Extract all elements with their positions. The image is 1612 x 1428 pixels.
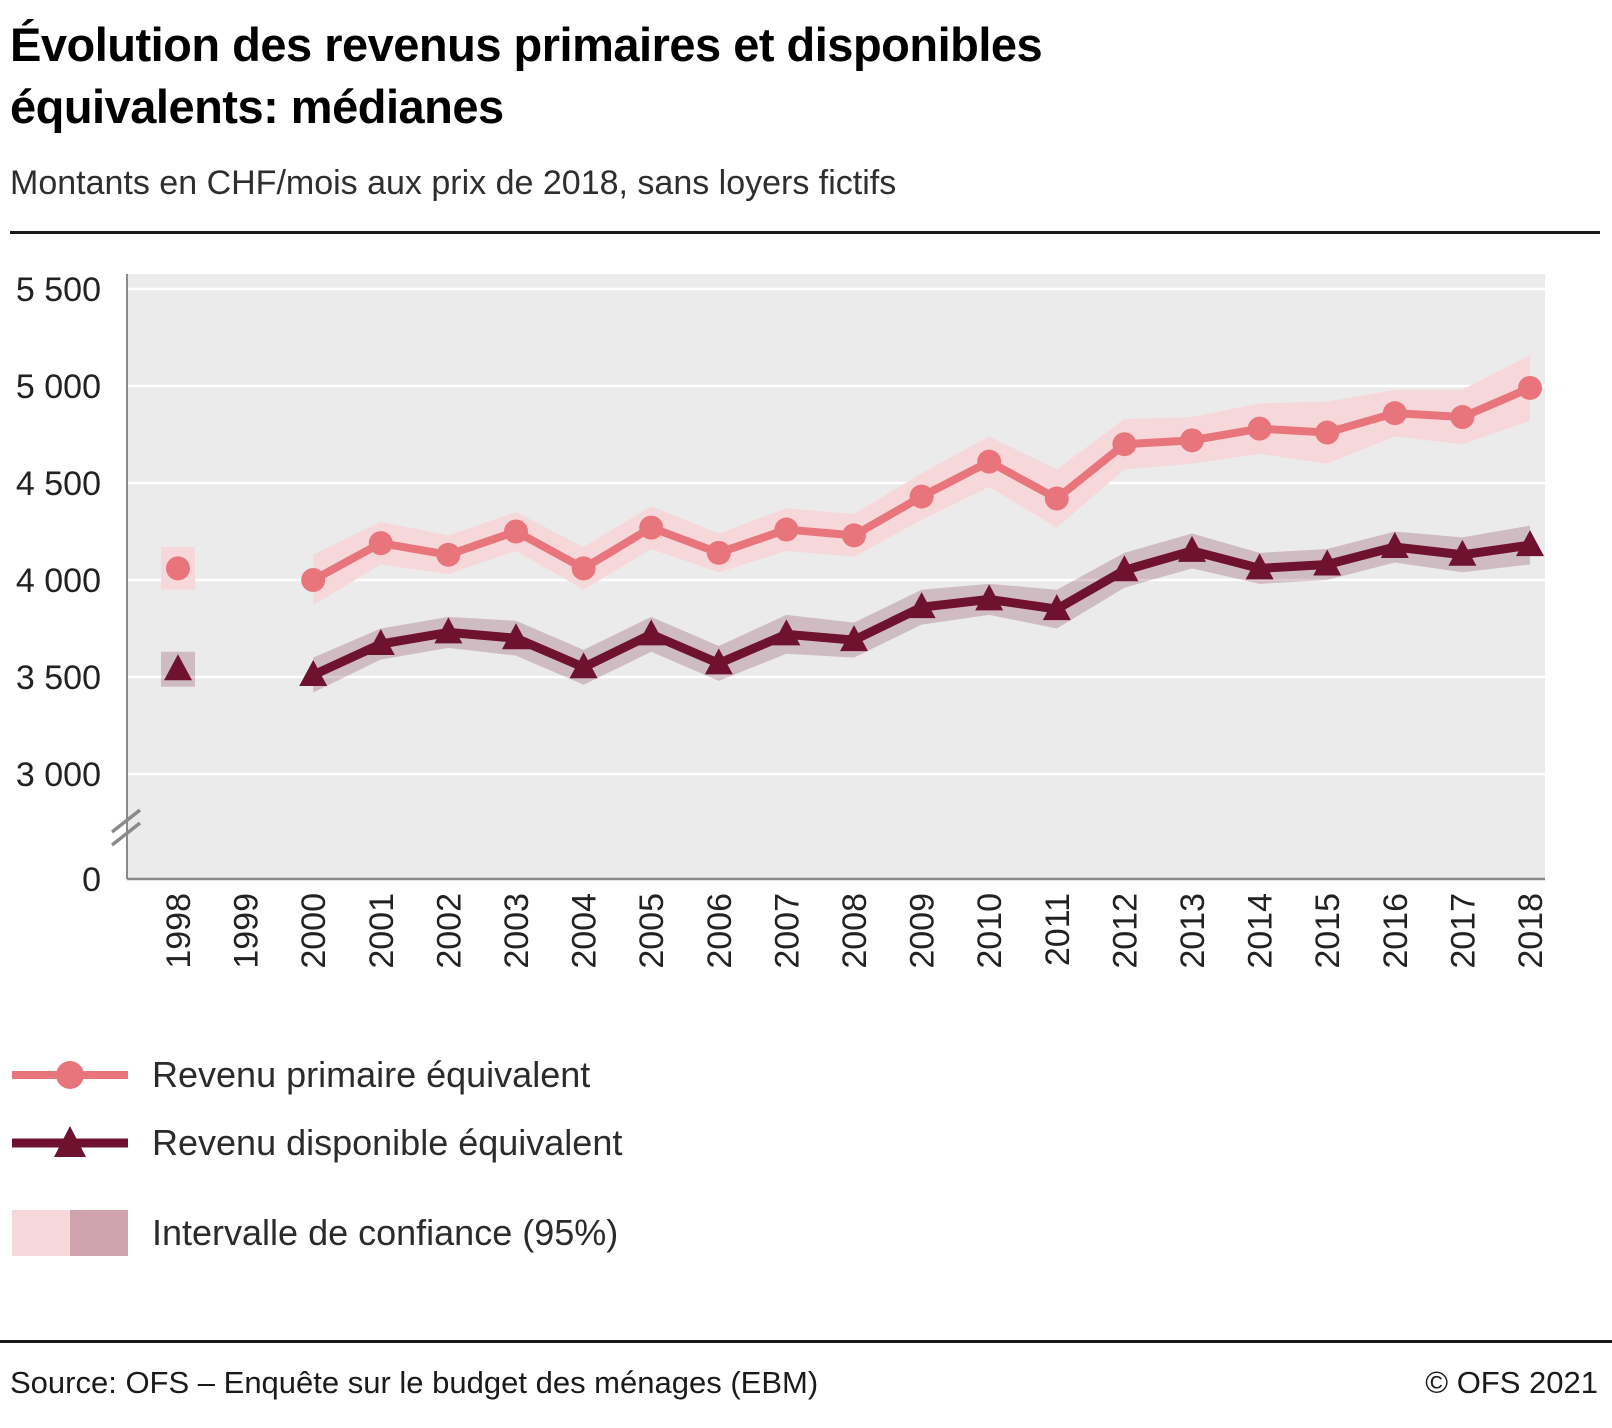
x-axis-label: 2010: [971, 893, 1009, 969]
data-point-triangle: [569, 652, 598, 679]
axis-break-icon: [110, 808, 142, 834]
x-axis-label: 2016: [1377, 893, 1415, 969]
chart-subtitle: Montants en CHF/mois aux prix de 2018, s…: [10, 164, 897, 202]
legend-label-confidence-interval: Intervalle de confiance (95%): [152, 1212, 619, 1253]
footer: Source: OFS – Enquête sur le budget des …: [0, 1340, 1612, 1401]
x-axis-label: 2000: [295, 893, 333, 969]
header-divider: [10, 231, 1600, 234]
plot-area: [127, 274, 1545, 879]
legend-item-disposable: Revenu disponible équivalent: [10, 1114, 1602, 1172]
x-axis-label: 2015: [1309, 893, 1347, 969]
data-point-circle: [301, 568, 326, 592]
y-axis-label: 5 000: [16, 368, 101, 406]
y-axis-label: 5 500: [16, 271, 101, 309]
legend-item-confidence-interval: Intervalle de confiance (95%): [10, 1204, 1602, 1262]
data-point-circle: [436, 542, 461, 567]
chart-header: Évolution des revenus primaires et dispo…: [0, 0, 1612, 234]
data-point-circle: [1180, 428, 1204, 453]
data-point-triangle: [366, 629, 395, 656]
data-point-triangle: [704, 648, 733, 675]
data-point-triangle: [164, 654, 192, 681]
axis-break-icon: [110, 821, 142, 847]
page-title-line2: équivalents: médianes: [10, 80, 504, 133]
legend-label-primary: Revenu primaire équivalent: [152, 1054, 591, 1095]
x-axis-label: 2013: [1174, 893, 1212, 969]
data-point-circle: [639, 515, 664, 540]
legend-label-disposable: Revenu disponible équivalent: [152, 1122, 623, 1163]
line-chart: 5 500 5 000 4 500 4 000 3 500 3 000 0 1998 1999 2…: [16, 271, 1550, 969]
x-axis-label: 2007: [768, 893, 806, 969]
y-axis-label: 0: [82, 861, 101, 899]
x-axis-label: 2012: [1106, 893, 1144, 969]
y-axis-label: 3 500: [16, 659, 101, 697]
y-axis-label: 4 500: [16, 465, 101, 503]
copyright-text: © OFS 2021: [1425, 1365, 1598, 1400]
data-point-triangle: [1516, 530, 1544, 557]
x-axis-label: 2011: [1039, 893, 1077, 966]
data-point-triangle: [975, 584, 1004, 611]
data-point-circle: [774, 517, 799, 542]
data-point-triangle: [637, 619, 666, 646]
data-point-triangle: [1448, 539, 1477, 566]
x-axis-label: 2008: [836, 893, 874, 969]
x-axis-label: 2003: [498, 893, 536, 969]
legend: Revenu primaire équivalent Revenu dispon…: [0, 1046, 1612, 1262]
x-axis-label: 2006: [701, 893, 739, 969]
data-point-circle: [368, 531, 393, 556]
legend-confidence-swatches-icon: [12, 1210, 128, 1256]
data-point-triangle: [434, 617, 463, 644]
ci-swatch-dark: [70, 1210, 128, 1256]
x-axis-label: 2018: [1512, 893, 1550, 969]
data-point-triangle: [1245, 553, 1274, 580]
data-point-circle: [504, 519, 528, 544]
data-point-circle: [1382, 401, 1407, 426]
page-title-line1: Évolution des revenus primaires et dispo…: [10, 18, 1043, 71]
data-point-circle: [1450, 405, 1475, 430]
data-point-circle: [909, 484, 934, 509]
ci-swatch-light: [12, 1210, 70, 1256]
y-axis-label: 3 000: [16, 756, 101, 794]
y-axis-label: 4 000: [16, 562, 101, 600]
x-axis-label: 1999: [228, 893, 266, 969]
data-point-triangle: [1110, 555, 1139, 582]
data-point-triangle: [502, 623, 530, 650]
data-point-circle: [1518, 375, 1542, 400]
legend-marker-primary-icon: [12, 1061, 128, 1089]
data-point-triangle: [840, 625, 868, 652]
data-point-triangle: [907, 592, 936, 619]
source-text: Source: OFS – Enquête sur le budget des …: [10, 1365, 819, 1400]
legend-item-primary: Revenu primaire équivalent: [10, 1046, 1602, 1104]
data-point-triangle: [1380, 532, 1409, 559]
data-point-circle: [166, 556, 190, 581]
chart-area: 5 500 5 000 4 500 4 000 3 500 3 000 0 1998 1999 2…: [0, 244, 1612, 1044]
data-point-circle: [571, 556, 596, 581]
data-point-triangle: [1313, 549, 1342, 576]
x-axis-label: 2014: [1242, 893, 1280, 969]
data-point-circle: [842, 523, 866, 548]
data-point-circle: [1247, 416, 1272, 441]
data-point-triangle: [1178, 535, 1206, 562]
data-point-circle: [706, 540, 731, 565]
x-axis-label: 2017: [1444, 893, 1482, 969]
legend-triangle-marker: [54, 1126, 86, 1157]
data-point-triangle: [299, 660, 328, 687]
x-axis-label: 2001: [363, 893, 401, 969]
data-point-triangle: [1042, 594, 1071, 621]
data-point-circle: [1315, 420, 1340, 445]
legend-circle-marker: [56, 1061, 84, 1089]
x-axis-label: 2004: [566, 893, 604, 969]
page-title: Évolution des revenus primaires et dispo…: [10, 14, 1600, 138]
x-axis-label: 2005: [633, 893, 671, 969]
data-point-triangle: [772, 619, 801, 646]
legend-marker-disposable-icon: [12, 1126, 128, 1157]
x-axis-label: 1998: [160, 893, 198, 969]
x-axis-label: 2009: [904, 893, 942, 969]
data-point-circle: [1112, 432, 1137, 457]
data-point-circle: [977, 449, 1002, 474]
confidence-band: [313, 354, 1531, 606]
data-point-circle: [1044, 486, 1069, 511]
x-axis-label: 2002: [430, 893, 468, 969]
